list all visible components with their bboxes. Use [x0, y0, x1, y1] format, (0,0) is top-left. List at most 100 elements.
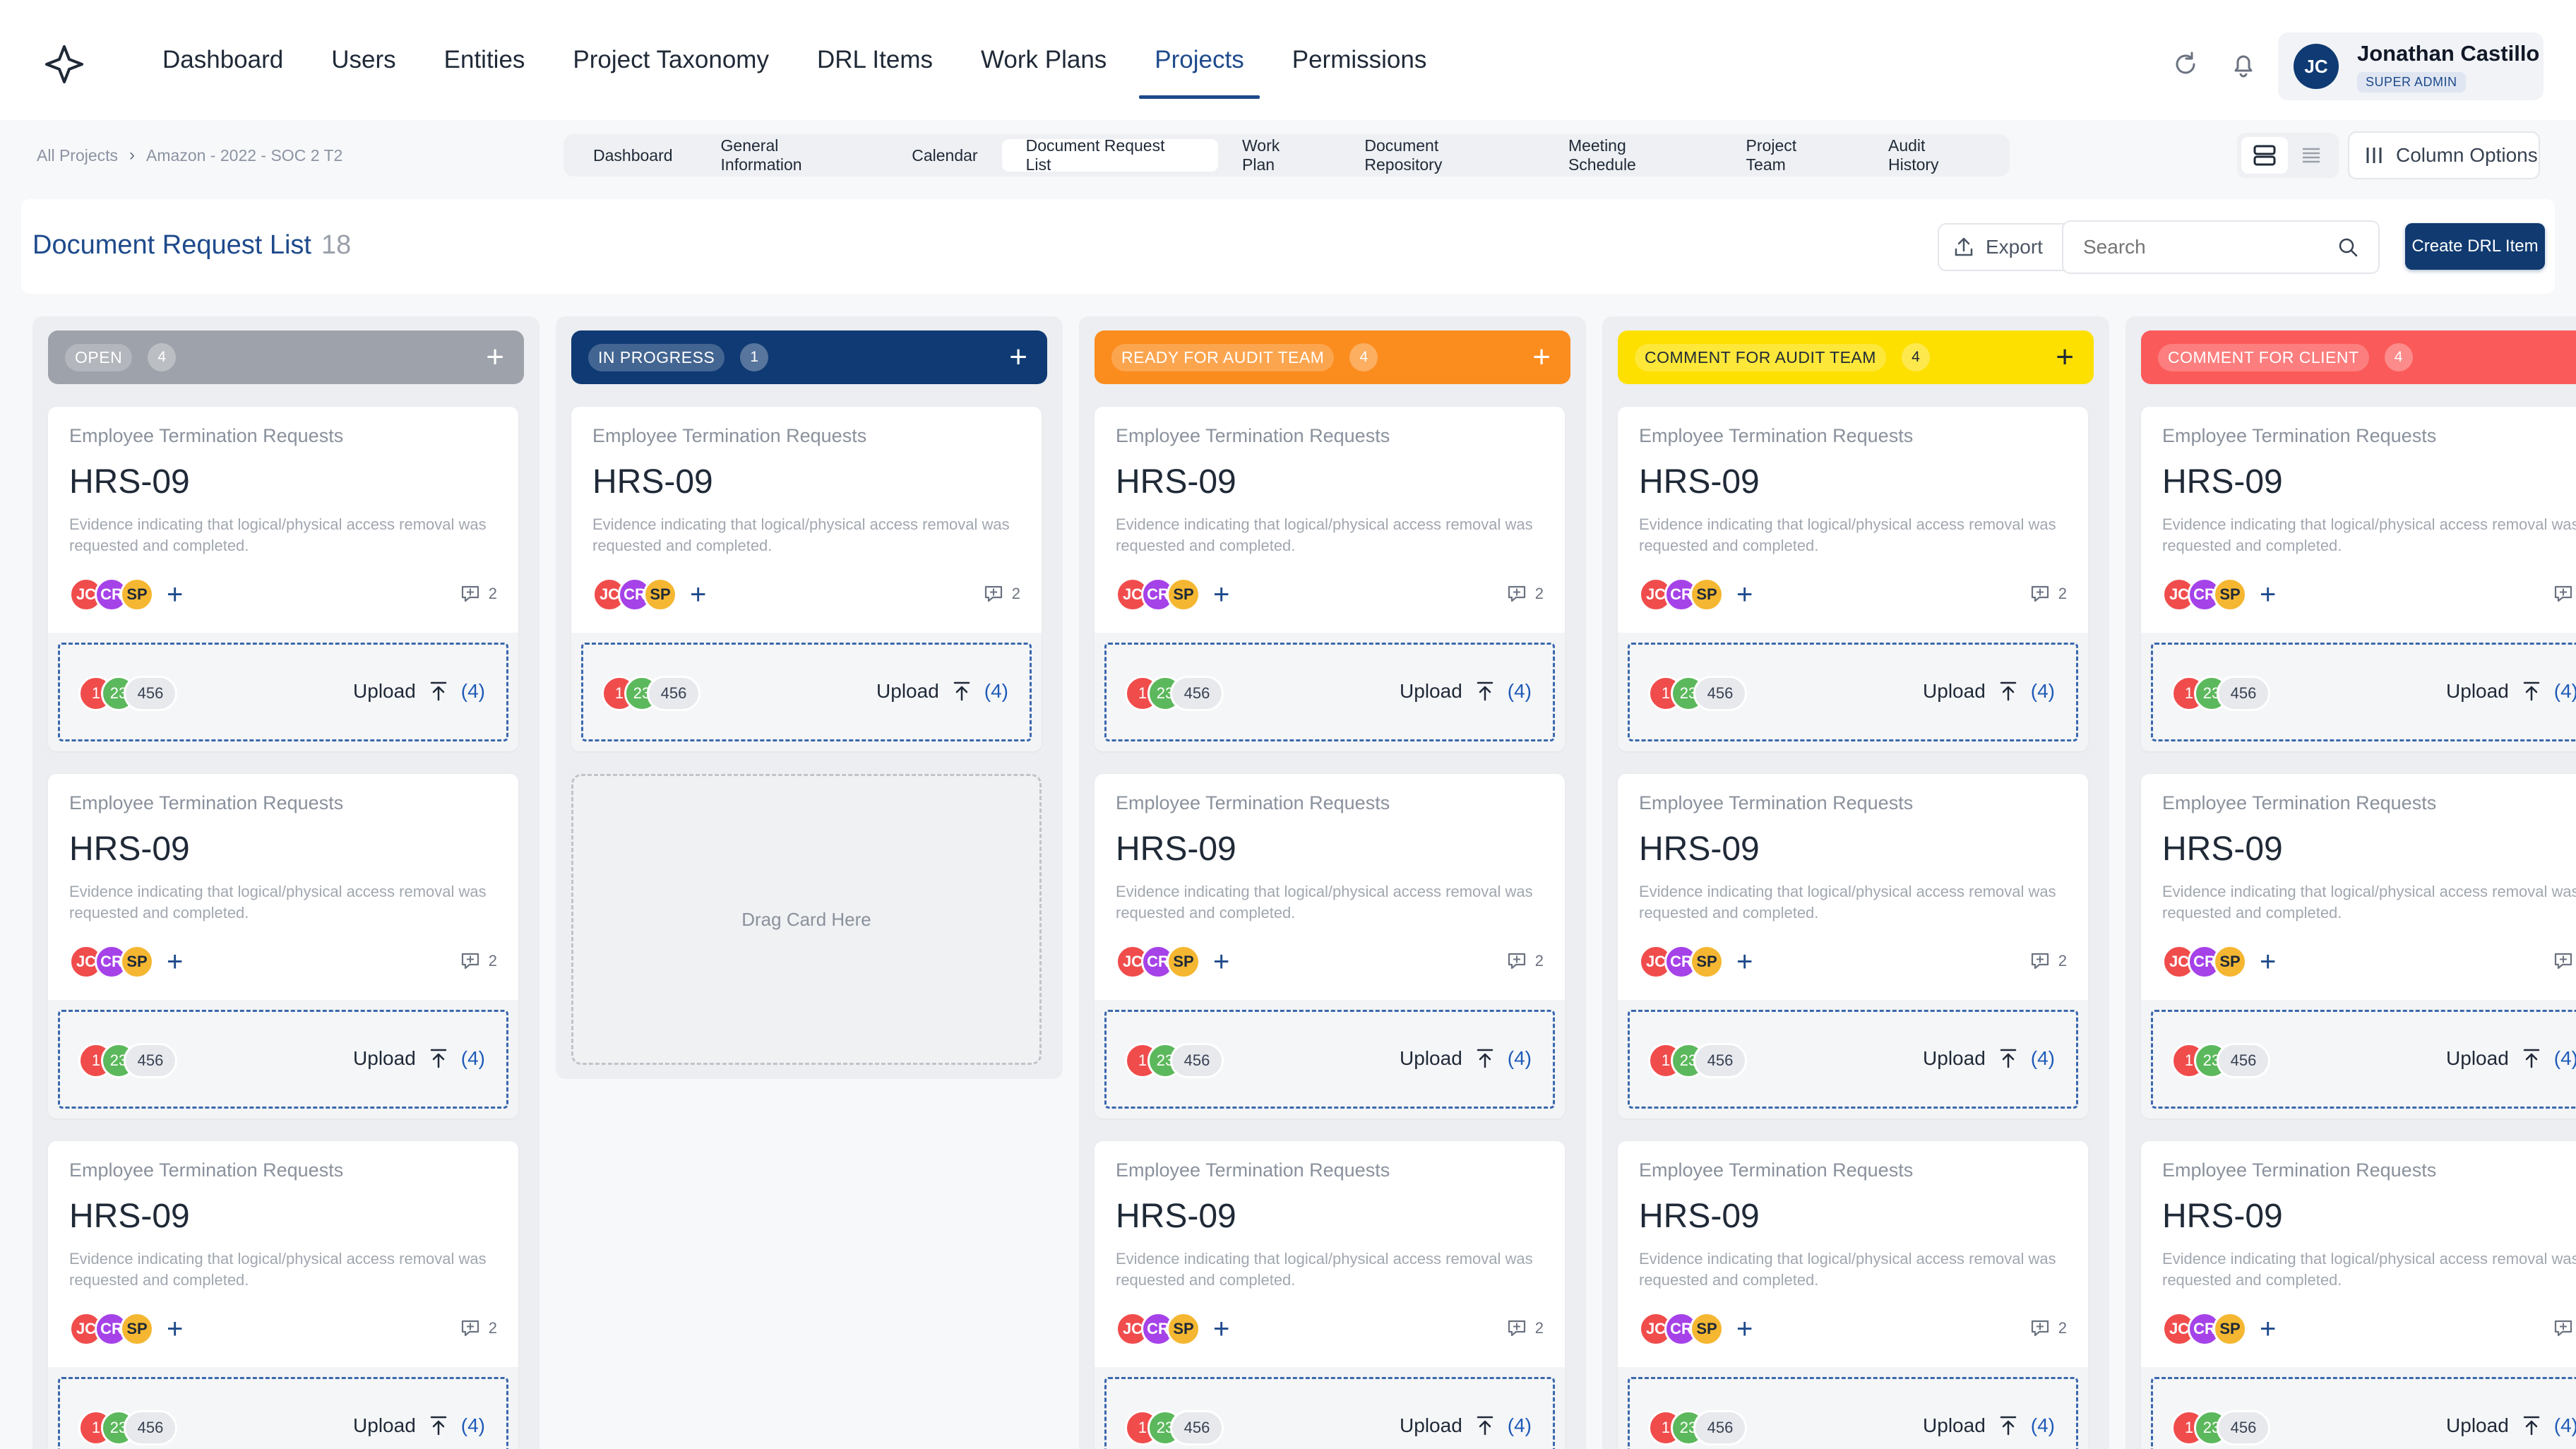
drl-card[interactable]: Employee Termination Requests HRS-09 Evide…	[2141, 1141, 2576, 1449]
comments-button[interactable]: 2	[2030, 952, 2067, 970]
drl-card[interactable]: Employee Termination Requests HRS-09 Evide…	[1095, 1141, 1565, 1449]
add-assignee-icon[interactable]: +	[690, 579, 707, 610]
file-dropzone[interactable]: 1 23 456 Upload (4)	[58, 643, 508, 741]
user-role-badge: SUPER ADMIN	[2357, 71, 2466, 93]
export-button[interactable]: Export	[1938, 223, 2070, 271]
upload-button[interactable]: Upload (4)	[2446, 1047, 2576, 1070]
file-dropzone[interactable]: 1 23 456 Upload (4)	[1628, 1377, 2078, 1449]
create-drl-item-button[interactable]: Create DRL Item	[2405, 223, 2545, 270]
drl-card[interactable]: Employee Termination Requests HRS-09 Evide…	[1618, 407, 2088, 751]
upload-button[interactable]: Upload (4)	[876, 680, 1008, 703]
user-menu[interactable]: JC Jonathan Castillo SUPER ADMIN	[2278, 32, 2544, 100]
add-card-icon[interactable]: +	[1009, 340, 1027, 374]
upload-button[interactable]: Upload (4)	[1400, 1047, 1532, 1070]
tab-document-repository[interactable]: Document Repository	[1364, 136, 1443, 174]
add-assignee-icon[interactable]: +	[2260, 946, 2277, 977]
upload-button[interactable]: Upload (4)	[2446, 1414, 2576, 1437]
comments-button[interactable]: 2	[2030, 1319, 2067, 1337]
nav-users[interactable]: Users	[331, 46, 396, 73]
drl-card[interactable]: Employee Termination Requests HRS-09 Evide…	[571, 407, 1042, 751]
file-dropzone[interactable]: 1 23 456 Upload (4)	[581, 643, 1032, 741]
search-icon[interactable]	[2337, 237, 2359, 258]
upload-button[interactable]: Upload (4)	[353, 1414, 485, 1437]
file-dropzone[interactable]: 1 23 456 Upload (4)	[2151, 1377, 2576, 1449]
comments-button[interactable]: 2	[1507, 952, 1544, 970]
upload-button[interactable]: Upload (4)	[353, 680, 485, 703]
refresh-icon[interactable]	[2171, 49, 2200, 79]
drl-card[interactable]: Employee Termination Requests HRS-09 Evide…	[48, 1141, 518, 1449]
drl-card[interactable]: Employee Termination Requests HRS-09 Evide…	[2141, 774, 2576, 1119]
add-assignee-icon[interactable]: +	[1213, 946, 1230, 977]
drl-card[interactable]: Employee Termination Requests HRS-09 Evide…	[1095, 407, 1565, 751]
tab-project-team[interactable]: Project Team	[1746, 136, 1797, 174]
drl-card[interactable]: Employee Termination Requests HRS-09 Evide…	[2141, 407, 2576, 751]
add-assignee-icon[interactable]: +	[167, 1313, 184, 1344]
comments-button[interactable]: 2	[460, 952, 497, 970]
tab-document-request-list[interactable]: Document Request List	[1001, 136, 1219, 174]
breadcrumb-all-projects[interactable]: All Projects	[37, 145, 119, 165]
file-dropzone[interactable]: 1 23 456 Upload (4)	[1628, 643, 2078, 741]
nav-project-taxonomy[interactable]: Project Taxonomy	[573, 46, 769, 73]
drl-card[interactable]: Employee Termination Requests HRS-09 Evide…	[1618, 1141, 2088, 1449]
file-dropzone[interactable]: 1 23 456 Upload (4)	[2151, 643, 2576, 741]
comments-button[interactable]: 2	[2030, 585, 2067, 603]
add-assignee-icon[interactable]: +	[167, 946, 184, 977]
file-dropzone[interactable]: 1 23 456 Upload (4)	[58, 1377, 508, 1449]
comments-button[interactable]: 2	[460, 585, 497, 603]
nav-permissions[interactable]: Permissions	[1292, 46, 1427, 73]
upload-button[interactable]: Upload (4)	[2446, 680, 2576, 703]
add-card-icon[interactable]: +	[2056, 340, 2074, 374]
nav-drl-items[interactable]: DRL Items	[816, 46, 933, 73]
nav-work-plans[interactable]: Work Plans	[980, 46, 1107, 73]
upload-button[interactable]: Upload (4)	[1923, 1414, 2055, 1437]
comments-button[interactable]: 2	[2553, 952, 2576, 970]
nav-projects[interactable]: Projects	[1139, 0, 1260, 120]
nav-dashboard[interactable]: Dashboard	[162, 46, 284, 73]
add-assignee-icon[interactable]: +	[1213, 579, 1230, 610]
comments-button[interactable]: 2	[2553, 585, 2576, 603]
upload-button[interactable]: Upload (4)	[1400, 680, 1532, 703]
comments-button[interactable]: 2	[984, 585, 1020, 603]
comments-button[interactable]: 2	[1507, 585, 1544, 603]
drl-card[interactable]: Employee Termination Requests HRS-09 Evide…	[1618, 774, 2088, 1119]
add-assignee-icon[interactable]: +	[167, 579, 184, 610]
column-options-button[interactable]: Column Options	[2348, 131, 2540, 179]
add-card-icon[interactable]: +	[486, 340, 504, 374]
file-dropzone[interactable]: 1 23 456 Upload (4)	[1104, 643, 1555, 741]
comments-button[interactable]: 2	[460, 1319, 497, 1337]
nav-entities[interactable]: Entities	[443, 46, 525, 73]
search-input[interactable]	[2083, 236, 2323, 258]
list-view-button[interactable]	[2288, 137, 2334, 174]
tab-general-information[interactable]: General Information	[720, 136, 802, 174]
add-assignee-icon[interactable]: +	[2260, 1313, 2277, 1344]
board-view-button[interactable]	[2241, 137, 2288, 174]
file-dropzone[interactable]: 1 23 456 Upload (4)	[2151, 1010, 2576, 1109]
add-card-icon[interactable]: +	[1532, 340, 1551, 374]
add-assignee-icon[interactable]: +	[2260, 579, 2277, 610]
upload-button[interactable]: Upload (4)	[353, 1047, 485, 1070]
add-assignee-icon[interactable]: +	[1736, 579, 1753, 610]
add-assignee-icon[interactable]: +	[1736, 1313, 1753, 1344]
tab-dashboard[interactable]: Dashboard	[593, 145, 673, 165]
add-assignee-icon[interactable]: +	[1213, 1313, 1230, 1344]
upload-button[interactable]: Upload (4)	[1923, 680, 2055, 703]
tab-calendar[interactable]: Calendar	[912, 145, 978, 165]
tab-work-plan[interactable]: Work Plan	[1242, 136, 1280, 174]
upload-button[interactable]: Upload (4)	[1923, 1047, 2055, 1070]
drl-card[interactable]: Employee Termination Requests HRS-09 Evide…	[48, 407, 518, 751]
drl-card[interactable]: Employee Termination Requests HRS-09 Evide…	[48, 774, 518, 1119]
comments-button[interactable]: 2	[1507, 1319, 1544, 1337]
comments-button[interactable]: 2	[2553, 1319, 2576, 1337]
tab-audit-history[interactable]: Audit History	[1888, 136, 1939, 174]
file-dropzone[interactable]: 1 23 456 Upload (4)	[1104, 1377, 1555, 1449]
upload-button[interactable]: Upload (4)	[1400, 1414, 1532, 1437]
file-dropzone[interactable]: 1 23 456 Upload (4)	[58, 1010, 508, 1109]
add-assignee-icon[interactable]: +	[1736, 946, 1753, 977]
app-logo-icon[interactable]	[44, 44, 85, 85]
file-dropzone[interactable]: 1 23 456 Upload (4)	[1104, 1010, 1555, 1109]
drl-card[interactable]: Employee Termination Requests HRS-09 Evide…	[1095, 774, 1565, 1119]
tab-meeting-schedule[interactable]: Meeting Schedule	[1568, 136, 1636, 174]
drag-card-placeholder[interactable]: Drag Card Here	[571, 774, 1042, 1065]
bell-icon[interactable]	[2229, 49, 2258, 79]
file-dropzone[interactable]: 1 23 456 Upload (4)	[1628, 1010, 2078, 1109]
